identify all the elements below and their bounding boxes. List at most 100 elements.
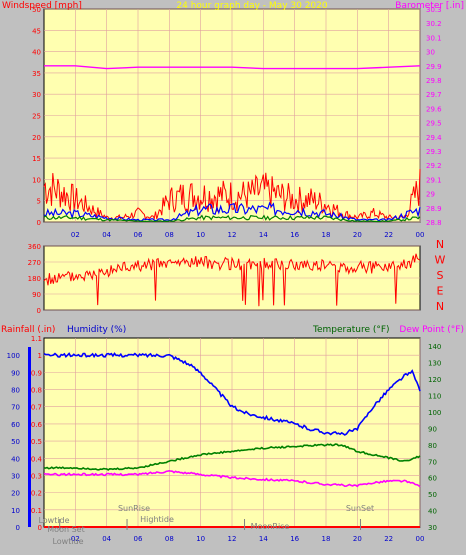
rain-y-tick: 1.1 [31, 335, 42, 343]
graph-title: 24 hour graph day - May 30 2020 [176, 1, 327, 11]
temp-y-tick: 40 [428, 508, 437, 516]
rain-title: Rainfall (.in) [1, 325, 55, 335]
wind-x-tick: 12 [228, 231, 237, 239]
humidity-x-tick: 12 [228, 535, 237, 543]
humidity-y-tick: 40 [11, 455, 20, 463]
wind-y-tick: 5 [37, 198, 41, 206]
temp-y-tick: 90 [428, 425, 437, 433]
series-barometer [44, 65, 421, 70]
baro-y-tick: 29.6 [426, 105, 442, 113]
rain-y-tick: 0.9 [31, 369, 42, 377]
rain-y-tick: 0.1 [31, 507, 42, 515]
rain-y-tick: 0.2 [31, 490, 42, 498]
rain-axis-bar [28, 347, 31, 527]
humidity-x-tick: 16 [290, 535, 299, 543]
temp-y-tick: 70 [428, 458, 437, 466]
compass-label: S [437, 269, 444, 282]
direction-y-tick: 90 [32, 291, 41, 299]
baro-y-tick: 29.4 [426, 134, 442, 142]
humidity-y-tick: 0 [16, 524, 20, 532]
annotation-lowtide: Lowtide [38, 516, 69, 525]
annotation-hightide: Hightide [140, 515, 174, 524]
baro-y-tick: 29.2 [426, 162, 442, 170]
series-humidity [43, 352, 421, 436]
humidity-x-tick: 22 [384, 535, 393, 543]
wind-y-tick: 10 [32, 176, 41, 184]
humidity-x-tick: 08 [165, 535, 174, 543]
compass-label: E [437, 285, 444, 298]
baro-y-tick: 30 [426, 49, 435, 57]
series-dewpoint [43, 469, 421, 488]
baro-y-tick: 30.1 [426, 34, 442, 42]
wind-x-tick: 18 [322, 231, 331, 239]
series-wind-green [43, 214, 421, 223]
wind-x-tick: 08 [165, 231, 174, 239]
baro-y-tick: 28.9 [426, 205, 442, 213]
temp-title: Temperature (°F) [312, 325, 390, 335]
humidity-y-tick: 50 [11, 438, 20, 446]
compass-label: W [435, 254, 446, 267]
wind-y-tick: 50 [32, 6, 41, 14]
rain-y-tick: 1 [38, 352, 42, 360]
series-wind-direction [43, 253, 421, 307]
humidity-y-tick: 10 [11, 507, 20, 515]
baro-y-tick: 28.8 [426, 219, 442, 227]
wind-title: Windspeed [mph] [2, 1, 82, 11]
baro-y-tick: 29.5 [426, 120, 442, 128]
humidity-x-tick: 20 [353, 535, 362, 543]
rain-y-tick: 0.6 [31, 421, 43, 429]
wind-y-tick: 0 [37, 219, 41, 227]
rain-y-tick: 0 [38, 524, 42, 532]
series-temperature [43, 443, 421, 471]
wind-y-tick: 45 [32, 27, 41, 35]
temp-y-tick: 50 [428, 491, 437, 499]
series-wind-blue [43, 201, 421, 222]
baro-y-tick: 29.3 [426, 148, 442, 156]
wind-y-tick: 30 [32, 91, 41, 99]
humidity-x-tick: 06 [134, 535, 143, 543]
humidity-x-tick: 10 [196, 535, 205, 543]
wind-y-tick: 35 [32, 70, 41, 78]
wind-x-tick: 16 [290, 231, 299, 239]
compass-label: N [436, 238, 444, 251]
wind-y-tick: 25 [32, 113, 41, 121]
baro-y-tick: 29.9 [426, 63, 442, 71]
humidity-y-tick: 30 [11, 472, 20, 480]
temp-y-tick: 100 [428, 409, 441, 417]
direction-y-tick: 270 [28, 259, 41, 267]
direction-y-tick: 0 [37, 307, 41, 315]
baro-y-tick: 29.7 [426, 91, 442, 99]
annotation-sunrise: SunRise [118, 504, 150, 513]
series-windspeed [43, 168, 421, 221]
rain-y-tick: 0.5 [31, 438, 42, 446]
direction-y-tick: 180 [28, 275, 41, 283]
wind-y-tick: 15 [32, 155, 41, 163]
wind-x-tick: 22 [384, 231, 393, 239]
baro-y-tick: 30.3 [426, 6, 442, 14]
humidity-x-tick: 18 [322, 535, 331, 543]
humidity-y-tick: 60 [11, 421, 20, 429]
humidity-title: Humidity (%) [67, 325, 126, 335]
wind-y-tick: 40 [32, 49, 41, 57]
annotation-lowtide2: Lowtide [52, 537, 83, 546]
dew-title: Dew Point (°F) [399, 325, 464, 335]
wind-x-tick: 06 [134, 231, 143, 239]
rain-y-tick: 0.3 [31, 472, 42, 480]
humidity-x-tick: 14 [259, 535, 268, 543]
baro-y-tick: 29 [426, 191, 435, 199]
wind-x-tick: 04 [102, 231, 111, 239]
wind-x-tick: 10 [196, 231, 205, 239]
humidity-x-tick: 02 [71, 535, 80, 543]
humidity-x-tick: 00 [416, 535, 425, 543]
direction-y-tick: 360 [28, 243, 41, 251]
annotation-sunset: SunSet [346, 504, 374, 513]
annotation-moonset: Moon Set [47, 525, 84, 534]
rain-y-tick: 0.8 [31, 387, 42, 395]
wind-x-tick: 14 [259, 231, 268, 239]
baro-y-tick: 30.2 [426, 20, 442, 28]
humidity-y-tick: 80 [11, 387, 20, 395]
humidity-y-tick: 100 [7, 352, 20, 360]
rain-y-tick: 0.4 [31, 455, 43, 463]
